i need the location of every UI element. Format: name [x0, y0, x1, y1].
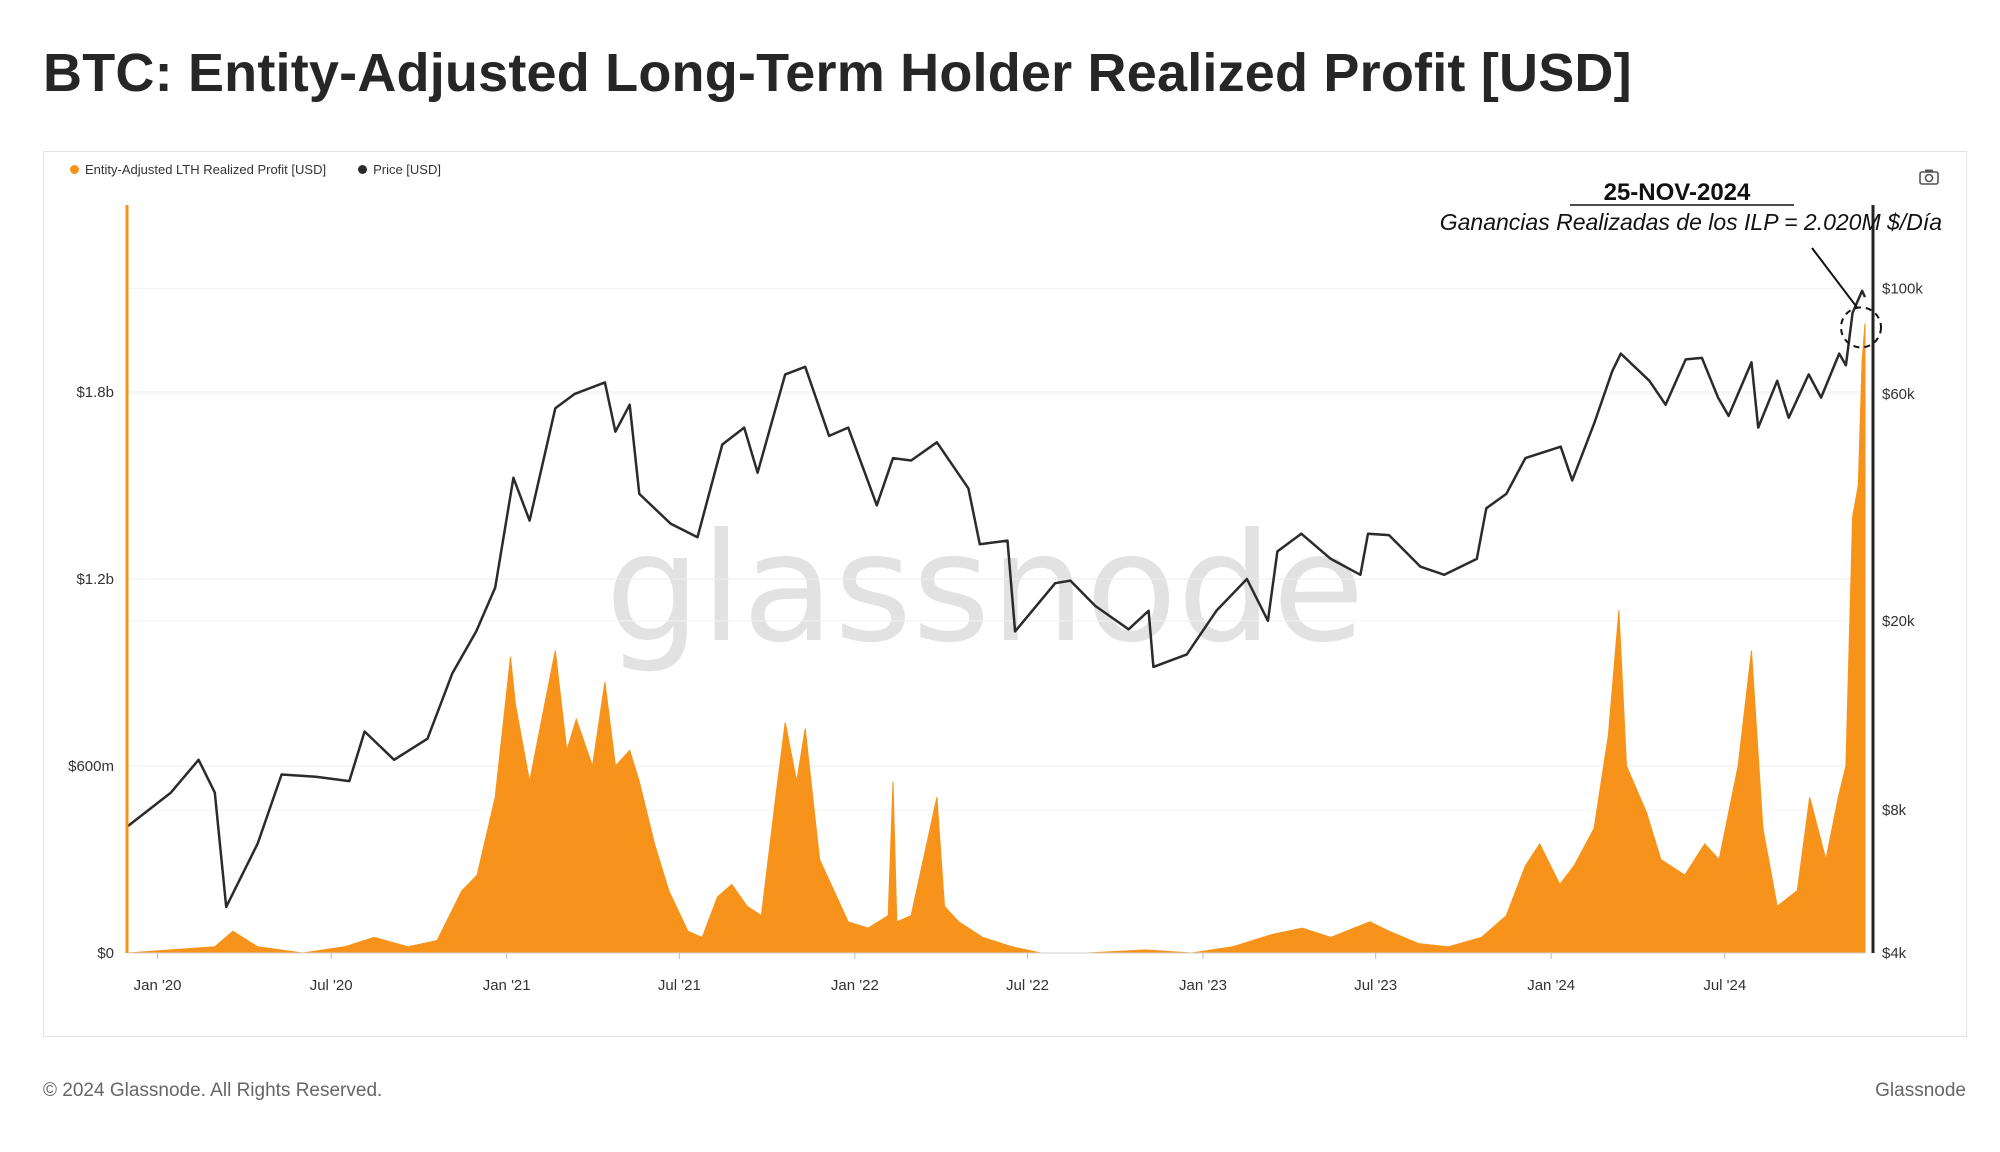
annotation-date: 25-NOV-2024 [1604, 179, 1751, 206]
y-right-tick-label: $20k [1882, 613, 1915, 630]
x-tick-label: Jul '24 [1703, 977, 1746, 994]
chart-legend: Entity-Adjusted LTH Realized Profit [USD… [70, 162, 441, 177]
profit-series [127, 323, 1866, 954]
x-tick-label: Jul '22 [1006, 977, 1049, 994]
legend-item-price[interactable]: Price [USD] [358, 162, 441, 177]
x-tick-label: Jan '21 [483, 977, 531, 994]
y-right-tick-label: $8k [1882, 802, 1907, 819]
y-left-tick-label: $1.8b [76, 384, 114, 401]
x-tick-label: Jan '23 [1179, 977, 1227, 994]
annotation: 25-NOV-2024 Ganancias Realizadas de los I… [1440, 179, 1942, 349]
y-left-tick-label: $1.2b [76, 571, 114, 588]
legend-label-price: Price [USD] [373, 162, 441, 177]
camera-icon[interactable] [1918, 166, 1940, 188]
copyright-text: © 2024 Glassnode. All Rights Reserved. [43, 1080, 383, 1101]
legend-label-profit: Entity-Adjusted LTH Realized Profit [USD… [85, 162, 327, 177]
annotation-circle [1840, 306, 1882, 349]
y-right-tick-label: $4k [1882, 945, 1907, 962]
legend-item-profit[interactable]: Entity-Adjusted LTH Realized Profit [USD… [70, 162, 326, 177]
x-tick-label: Jan '20 [134, 977, 182, 994]
profit-area [127, 323, 1866, 954]
y-right-tick-label: $60k [1882, 386, 1915, 403]
price-line [127, 289, 1867, 909]
y-right-tick-label: $100k [1882, 281, 1923, 298]
x-tick-label: Jan '22 [831, 977, 879, 994]
price-series [127, 289, 1867, 909]
x-tick-label: Jul '20 [310, 977, 353, 994]
x-tick-label: Jul '23 [1354, 977, 1397, 994]
annotation-pointer [1811, 247, 1858, 309]
y-left-tick-label: $600m [68, 758, 114, 775]
x-tick-label: Jan '24 [1527, 977, 1575, 994]
y-left-tick-label: $0 [97, 945, 114, 962]
axes: $0 $600m $1.2b $1.8b $4k $8k $20k $60k $100k Jan … [68, 205, 1923, 994]
legend-dot-price [358, 165, 368, 174]
brand-text: Glassnode [1875, 1080, 1966, 1101]
legend-dot-profit [70, 165, 79, 174]
page-title: BTC: Entity-Adjusted Long-Term Holder Re… [43, 43, 1632, 103]
annotation-text: Ganancias Realizadas de los ILP = 2.020M… [1440, 209, 1942, 235]
x-tick-label: Jul '21 [658, 977, 701, 994]
